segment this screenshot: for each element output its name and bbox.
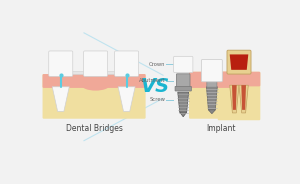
FancyBboxPatch shape	[43, 74, 146, 119]
Polygon shape	[180, 112, 187, 117]
Polygon shape	[232, 85, 237, 110]
FancyBboxPatch shape	[201, 59, 222, 82]
FancyBboxPatch shape	[189, 72, 235, 119]
Polygon shape	[178, 92, 189, 112]
Polygon shape	[52, 87, 69, 111]
Polygon shape	[230, 54, 248, 70]
FancyBboxPatch shape	[207, 80, 217, 87]
FancyBboxPatch shape	[175, 86, 191, 91]
Text: VS: VS	[141, 77, 170, 96]
Text: Dental Bridges: Dental Bridges	[66, 124, 122, 133]
FancyBboxPatch shape	[227, 50, 251, 74]
Text: Crown: Crown	[149, 62, 165, 67]
Text: Abutment: Abutment	[139, 78, 165, 83]
Text: Implant: Implant	[206, 124, 236, 133]
FancyBboxPatch shape	[173, 56, 193, 72]
FancyBboxPatch shape	[218, 72, 260, 120]
Text: Screw: Screw	[149, 97, 165, 102]
Polygon shape	[241, 85, 246, 110]
FancyBboxPatch shape	[49, 51, 73, 76]
Bar	[55, 71, 133, 74]
Polygon shape	[239, 85, 248, 113]
FancyBboxPatch shape	[84, 51, 108, 76]
Polygon shape	[230, 85, 239, 113]
Polygon shape	[208, 110, 215, 114]
FancyBboxPatch shape	[176, 74, 190, 87]
Polygon shape	[206, 87, 217, 110]
Ellipse shape	[82, 80, 110, 91]
FancyBboxPatch shape	[115, 51, 139, 76]
Polygon shape	[118, 87, 135, 111]
FancyBboxPatch shape	[189, 72, 235, 88]
FancyBboxPatch shape	[218, 72, 260, 86]
FancyBboxPatch shape	[43, 74, 146, 88]
